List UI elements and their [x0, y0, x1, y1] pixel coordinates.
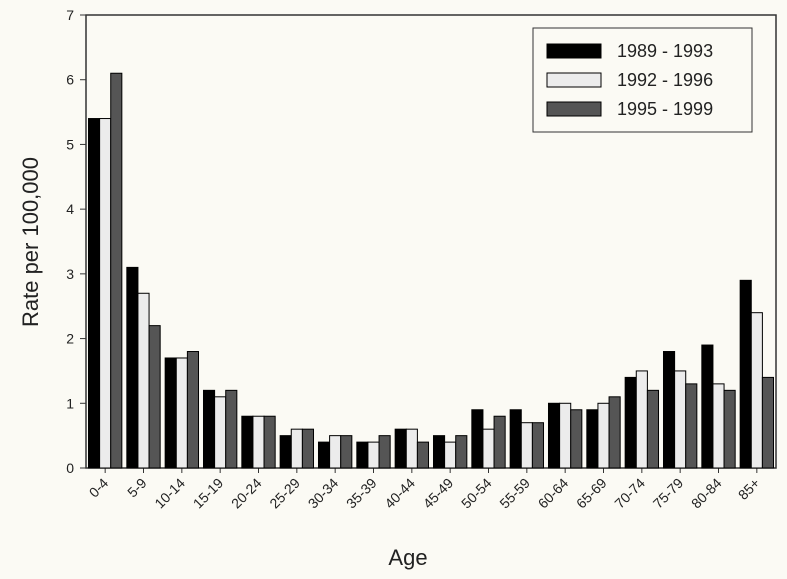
bar: [701, 344, 714, 469]
bar: [662, 351, 676, 469]
bar: [367, 441, 380, 469]
bar: [624, 376, 637, 469]
bar: [252, 415, 265, 469]
bar: [531, 422, 545, 469]
bar: [547, 402, 561, 469]
bar: [493, 415, 506, 469]
x-axis-label: Age: [388, 545, 427, 570]
bar: [356, 441, 369, 469]
bar: [186, 351, 200, 469]
plot-frame: [85, 14, 777, 469]
bar: [520, 422, 533, 469]
y-tick-label: 2: [66, 331, 74, 347]
bar: [137, 292, 150, 469]
y-axis-label: Rate per 100,000: [18, 157, 43, 327]
bar: [739, 279, 752, 469]
bar: [329, 435, 342, 469]
bar: [559, 402, 572, 469]
bar: [148, 325, 161, 469]
legend-swatch: [546, 101, 602, 117]
bar: [110, 72, 123, 469]
bar: [646, 389, 660, 469]
bar: [263, 415, 276, 469]
bar: [509, 409, 522, 469]
bar: [225, 389, 238, 469]
bar: [723, 389, 736, 469]
bar: [126, 266, 139, 469]
bar: [301, 428, 315, 469]
bar: [455, 435, 468, 469]
bar: [570, 409, 583, 469]
bar: [241, 415, 254, 469]
bar: [175, 357, 188, 469]
y-tick-label: 5: [66, 136, 74, 152]
bar: [712, 383, 725, 469]
y-tick-label: 1: [66, 395, 74, 411]
bar: [416, 441, 430, 469]
legend-label: 1995 - 1999: [617, 99, 713, 119]
bar: [482, 428, 495, 469]
bar: [608, 396, 621, 469]
bar: [586, 409, 599, 469]
bar: [87, 118, 101, 469]
bar: [290, 428, 303, 469]
bar: [394, 428, 407, 469]
y-tick-label: 6: [66, 72, 74, 88]
legend-label: 1992 - 1996: [617, 70, 713, 90]
y-tick-label: 4: [66, 201, 74, 217]
y-tick-label: 3: [66, 266, 74, 282]
bar: [432, 435, 446, 469]
legend-swatch: [546, 72, 602, 88]
bar: [597, 402, 610, 469]
legend-swatch: [546, 43, 602, 59]
y-tick-label: 0: [66, 460, 74, 476]
bar: [214, 396, 227, 469]
bar: [674, 370, 687, 469]
bar: [317, 441, 331, 469]
legend-label: 1989 - 1993: [617, 41, 713, 61]
bar: [471, 409, 484, 469]
bar: [750, 312, 763, 469]
bar: [340, 435, 353, 469]
bar: [164, 357, 177, 469]
bar: [378, 435, 391, 469]
bar: [279, 435, 292, 469]
bar: [635, 370, 648, 469]
bar: [444, 441, 457, 469]
bar: [685, 383, 698, 469]
y-tick-label: 7: [66, 7, 74, 23]
bar: [99, 118, 112, 469]
bar: [405, 428, 418, 469]
bar: [202, 389, 216, 469]
bar: [761, 376, 775, 469]
